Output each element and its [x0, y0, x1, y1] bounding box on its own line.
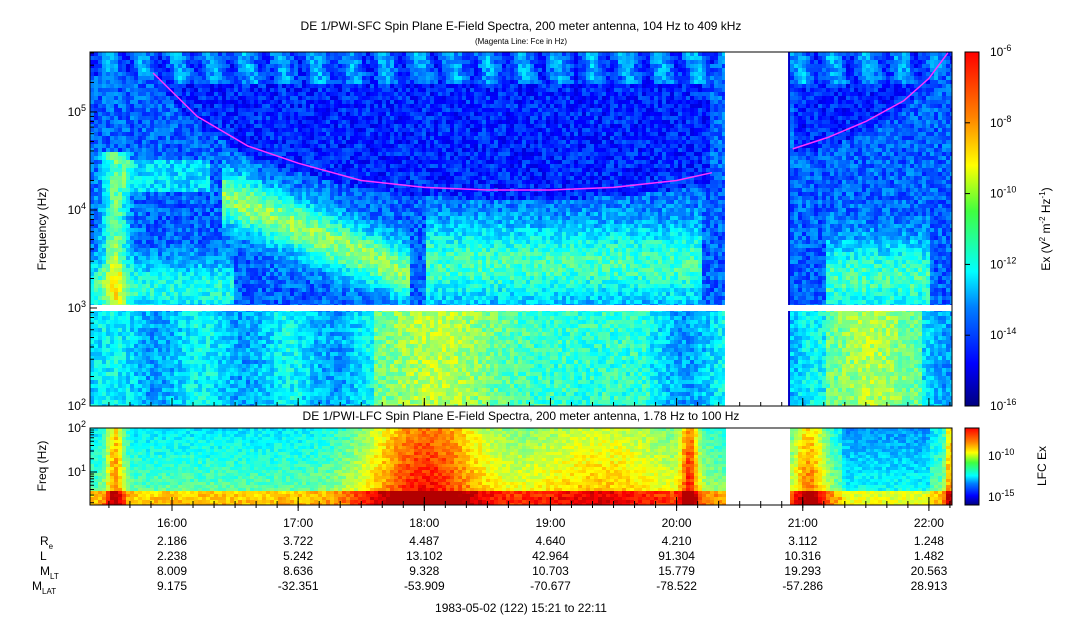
time-tick-label-4: 20:00 [662, 516, 692, 530]
sfc-y-tick-label-0: 102 [68, 397, 86, 413]
ephemeris-value: -53.909 [404, 579, 445, 593]
ephemeris-value: 3.112 [788, 534, 817, 548]
ephemeris-value: 13.102 [406, 549, 443, 563]
lfc-y-tick-label-0: 101 [68, 463, 86, 479]
ephemeris-value: 28.913 [911, 579, 948, 593]
ephemeris-value: 10.703 [532, 564, 569, 578]
time-tick-label-1: 17:00 [283, 516, 313, 530]
lfc-y-tick-label-1: 102 [68, 419, 86, 435]
sfc-colorbar-label: Ex (V2 m-2 Hz-1) [1038, 187, 1053, 270]
ephemeris-value: 10.316 [784, 549, 821, 563]
sfc-spectrogram [90, 52, 954, 408]
time-tick-label-3: 19:00 [535, 516, 565, 530]
time-tick-label-5: 21:00 [788, 516, 818, 530]
lfc-colorbar-tick-label-0: 10-10 [988, 447, 1014, 463]
time-tick-label-2: 18:00 [409, 516, 439, 530]
ephemeris-value: -70.677 [530, 579, 571, 593]
sfc-colorbar-tick-label-4: 10-14 [990, 326, 1016, 342]
ephemeris-value: 42.964 [532, 549, 569, 563]
sfc-colorbar-tick-label-0: 10-6 [990, 43, 1011, 59]
sfc-y-tick-label-2: 104 [68, 201, 86, 217]
ephemeris-value: 9.175 [157, 579, 187, 593]
ephemeris-value: 9.328 [409, 564, 439, 578]
lfc-colorbar-label: LFC Ex [1035, 446, 1049, 486]
sfc-colorbar-tick-label-3: 10-12 [990, 255, 1016, 271]
ephemeris-value: 8.009 [157, 564, 187, 578]
time-tick-label-6: 22:00 [914, 516, 944, 530]
sfc-y-tick-label-3: 105 [68, 103, 86, 119]
ephemeris-value: 8.636 [283, 564, 313, 578]
ephemeris-row-label-2: MLT [40, 564, 59, 581]
sfc-subtitle: (Magenta Line: Fce in Hz) [475, 37, 567, 46]
ephemeris-value: 1.482 [914, 549, 944, 563]
sfc-title: DE 1/PWI-SFC Spin Plane E-Field Spectra,… [301, 19, 742, 33]
sfc-colorbar-tick-label-2: 10-10 [990, 185, 1016, 201]
ephemeris-value: -57.286 [782, 579, 823, 593]
ephemeris-value: 2.186 [157, 534, 187, 548]
lfc-colorbar [965, 428, 979, 505]
time-range-footer: 1983-05-02 (122) 15:21 to 22:11 [435, 601, 607, 615]
ephemeris-row-label-3: MLAT [32, 579, 56, 596]
ephemeris-value: -78.522 [656, 579, 697, 593]
ephemeris-value: 91.304 [658, 549, 695, 563]
ephemeris-value: 4.210 [662, 534, 692, 548]
lfc-colorbar-tick-label-1: 10-15 [988, 488, 1014, 504]
lfc-y-axis-label: Freq (Hz) [35, 441, 49, 492]
sfc-colorbar-tick-label-1: 10-8 [990, 114, 1011, 130]
ephemeris-value: 15.779 [658, 564, 695, 578]
ephemeris-value: 4.640 [535, 534, 565, 548]
ephemeris-value: 4.487 [409, 534, 439, 548]
lfc-title: DE 1/PWI-LFC Spin Plane E-Field Spectra,… [303, 409, 740, 423]
ephemeris-value: 20.563 [911, 564, 948, 578]
ephemeris-value: -32.351 [278, 579, 319, 593]
sfc-y-axis-label: Frequency (Hz) [35, 188, 49, 271]
ephemeris-value: 5.242 [283, 549, 313, 563]
ephemeris-row-label-1: L [40, 549, 47, 563]
sfc-colorbar-tick-label-5: 10-16 [990, 397, 1016, 413]
ephemeris-value: 1.248 [914, 534, 944, 548]
ephemeris-value: 2.238 [157, 549, 187, 563]
sfc-y-tick-label-1: 103 [68, 299, 86, 315]
ephemeris-value: 3.722 [283, 534, 313, 548]
lfc-spectrogram [90, 428, 954, 506]
sfc-colorbar [965, 52, 979, 406]
time-tick-label-0: 16:00 [157, 516, 187, 530]
ephemeris-value: 19.293 [784, 564, 821, 578]
